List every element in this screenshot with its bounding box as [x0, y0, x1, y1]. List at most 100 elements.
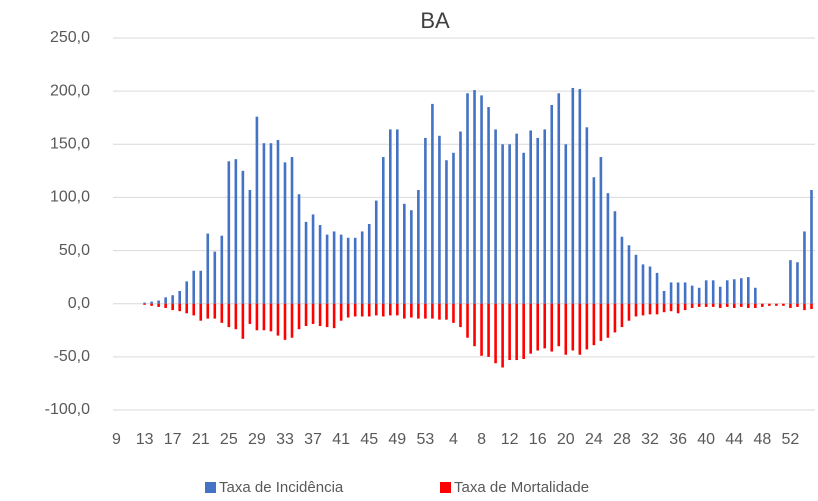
bar: [627, 245, 631, 304]
bar: [641, 303, 645, 316]
bar: [360, 303, 364, 317]
bar: [346, 237, 350, 304]
bar: [381, 303, 385, 317]
bar: [339, 234, 343, 304]
bar: [410, 303, 413, 318]
bar: [606, 193, 610, 304]
bar: [592, 177, 596, 304]
bar: [690, 303, 694, 308]
bar: [711, 280, 715, 304]
bar: [683, 303, 687, 311]
bar: [150, 301, 153, 304]
bar: [339, 303, 343, 321]
bar: [248, 303, 252, 324]
bar: [283, 162, 287, 304]
bar: [396, 303, 399, 316]
bar: [171, 303, 174, 311]
bar: [578, 303, 582, 355]
x-tick-label: 28: [613, 431, 631, 448]
bar: [515, 133, 518, 304]
bar: [480, 95, 483, 304]
bar: [571, 303, 575, 351]
bar: [234, 159, 238, 304]
bar: [732, 303, 736, 308]
bar: [613, 303, 617, 333]
bar: [789, 260, 792, 304]
bar: [424, 137, 427, 304]
bar: [290, 157, 294, 304]
bar: [192, 303, 196, 316]
bar: [318, 225, 322, 304]
bar: [655, 303, 659, 315]
bar: [157, 303, 160, 307]
bar: [634, 254, 638, 304]
bar: [417, 189, 420, 304]
x-tick-label: 20: [557, 431, 575, 448]
bar: [669, 282, 673, 304]
bar: [381, 157, 385, 304]
y-tick-label: 200,0: [50, 82, 90, 99]
bar: [403, 303, 406, 319]
bar: [438, 135, 441, 304]
x-tick-label: 9: [112, 431, 121, 448]
bar: [796, 262, 799, 304]
y-tick-label: 100,0: [50, 189, 90, 206]
bar: [718, 303, 722, 308]
bar: [438, 303, 441, 320]
bar: [732, 279, 736, 304]
bar: [297, 303, 301, 330]
bar: [403, 203, 406, 304]
bar: [220, 303, 224, 323]
bar: [599, 157, 603, 304]
x-tick-label: 45: [360, 431, 378, 448]
bar: [522, 303, 525, 359]
bar: [185, 281, 189, 304]
x-tick-label: 40: [697, 431, 715, 448]
bar: [508, 144, 511, 304]
bar: [304, 303, 308, 327]
bar: [796, 303, 799, 307]
bar: [718, 286, 722, 304]
bar: [676, 282, 680, 304]
bar: [803, 231, 806, 304]
bar: [150, 303, 153, 306]
bar: [466, 303, 469, 338]
bar: [262, 303, 266, 331]
bar: [213, 303, 217, 319]
bar: [311, 303, 315, 324]
bar: [620, 303, 624, 328]
bar: [725, 280, 729, 304]
bar: [585, 303, 589, 350]
bar: [459, 303, 462, 328]
bar: [473, 303, 476, 347]
bar: [367, 224, 371, 304]
bar: [725, 303, 729, 307]
bar: [592, 303, 596, 346]
legend-swatch: [440, 482, 451, 493]
y-tick-label: 0,0: [68, 295, 90, 312]
x-tick-label: 33: [276, 431, 294, 448]
bar: [704, 280, 708, 304]
bar: [564, 303, 568, 355]
bar: [143, 303, 146, 305]
bar: [459, 131, 462, 304]
bar: [290, 303, 294, 338]
bar: [424, 303, 427, 319]
bar: [283, 303, 287, 340]
bar: [599, 303, 603, 341]
bar: [747, 277, 750, 304]
bar: [234, 303, 238, 330]
bar: [768, 303, 771, 306]
bar: [178, 303, 181, 312]
bar: [388, 129, 392, 304]
bar: [445, 303, 448, 320]
bar: [346, 303, 350, 318]
bar: [494, 129, 497, 304]
bar: [697, 303, 701, 307]
bar: [269, 143, 273, 304]
bar: [157, 300, 160, 304]
bar: [255, 116, 259, 304]
bar: [206, 303, 210, 319]
x-tick-label: 36: [669, 431, 687, 448]
x-tick-label: 37: [304, 431, 322, 448]
